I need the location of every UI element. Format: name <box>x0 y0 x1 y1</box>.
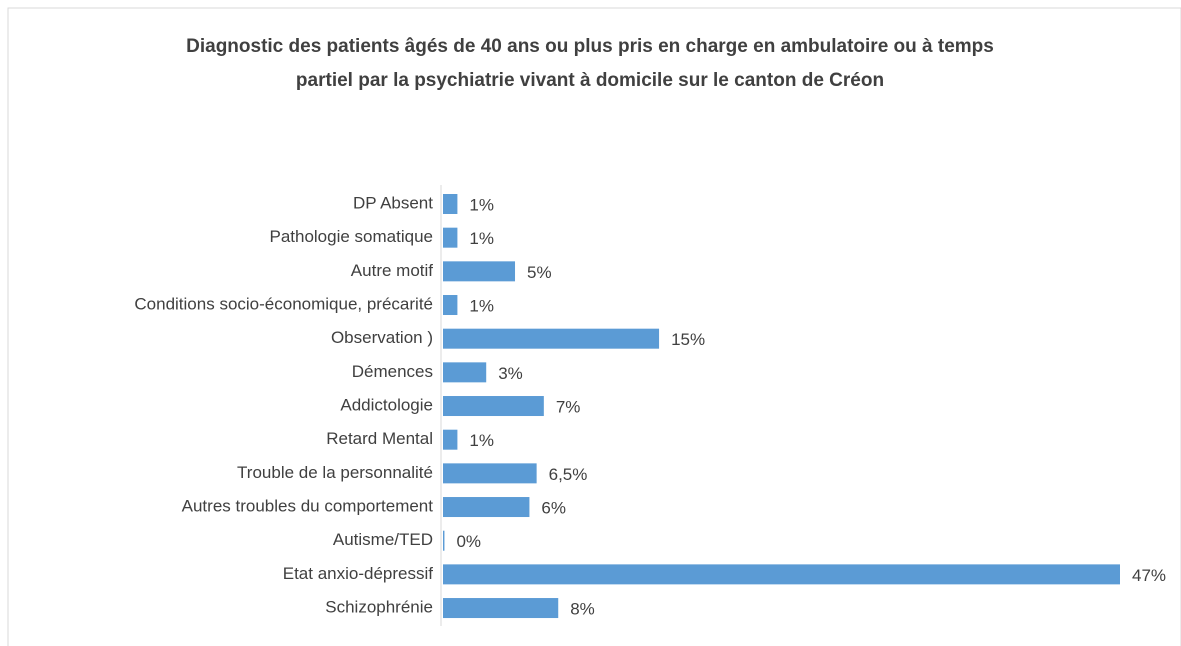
data-label: 1% <box>469 296 494 315</box>
data-label: 6,5% <box>549 465 588 484</box>
y-tick-label: DP Absent <box>353 193 433 212</box>
data-label: 7% <box>556 398 581 417</box>
data-label: 1% <box>469 431 494 450</box>
y-tick-label: Retard Mental <box>326 429 433 448</box>
bar <box>443 362 487 383</box>
y-tick-label: Schizophrénie <box>325 598 433 617</box>
data-label: 3% <box>498 364 523 383</box>
bar <box>443 429 458 450</box>
y-tick-label: Autre motif <box>351 261 433 280</box>
bar <box>443 261 516 282</box>
y-tick-label: Addictologie <box>340 396 433 415</box>
data-label: 1% <box>469 195 494 214</box>
y-tick-label: Observation ) <box>331 328 433 347</box>
bar <box>443 564 1120 585</box>
data-label: 1% <box>469 229 494 248</box>
data-label: 15% <box>671 330 705 349</box>
bar <box>443 295 458 316</box>
chart-border <box>7 7 1181 646</box>
data-label: 6% <box>541 499 566 518</box>
bar <box>443 497 530 518</box>
data-label: 8% <box>570 600 595 619</box>
bar <box>443 530 445 551</box>
bar <box>443 463 537 484</box>
y-tick-label: Conditions socio-économique, précarité <box>134 294 433 313</box>
bar <box>443 598 559 619</box>
y-tick-label: Autres troubles du comportement <box>182 497 434 516</box>
data-label: 5% <box>527 263 552 282</box>
bar <box>443 396 544 417</box>
y-tick-label: Etat anxio-dépressif <box>283 564 434 583</box>
y-tick-label: Autisme/TED <box>333 530 433 549</box>
bar <box>443 194 458 214</box>
y-tick-label: Démences <box>352 362 433 381</box>
bar <box>443 227 458 248</box>
data-label: 0% <box>456 532 481 551</box>
data-label: 47% <box>1132 566 1166 585</box>
bar <box>443 328 660 349</box>
y-tick-label: Pathologie somatique <box>269 227 433 246</box>
chart-title: Diagnostic des patients âgés de 40 ans o… <box>186 36 994 91</box>
y-tick-label: Trouble de la personnalité <box>237 463 433 482</box>
